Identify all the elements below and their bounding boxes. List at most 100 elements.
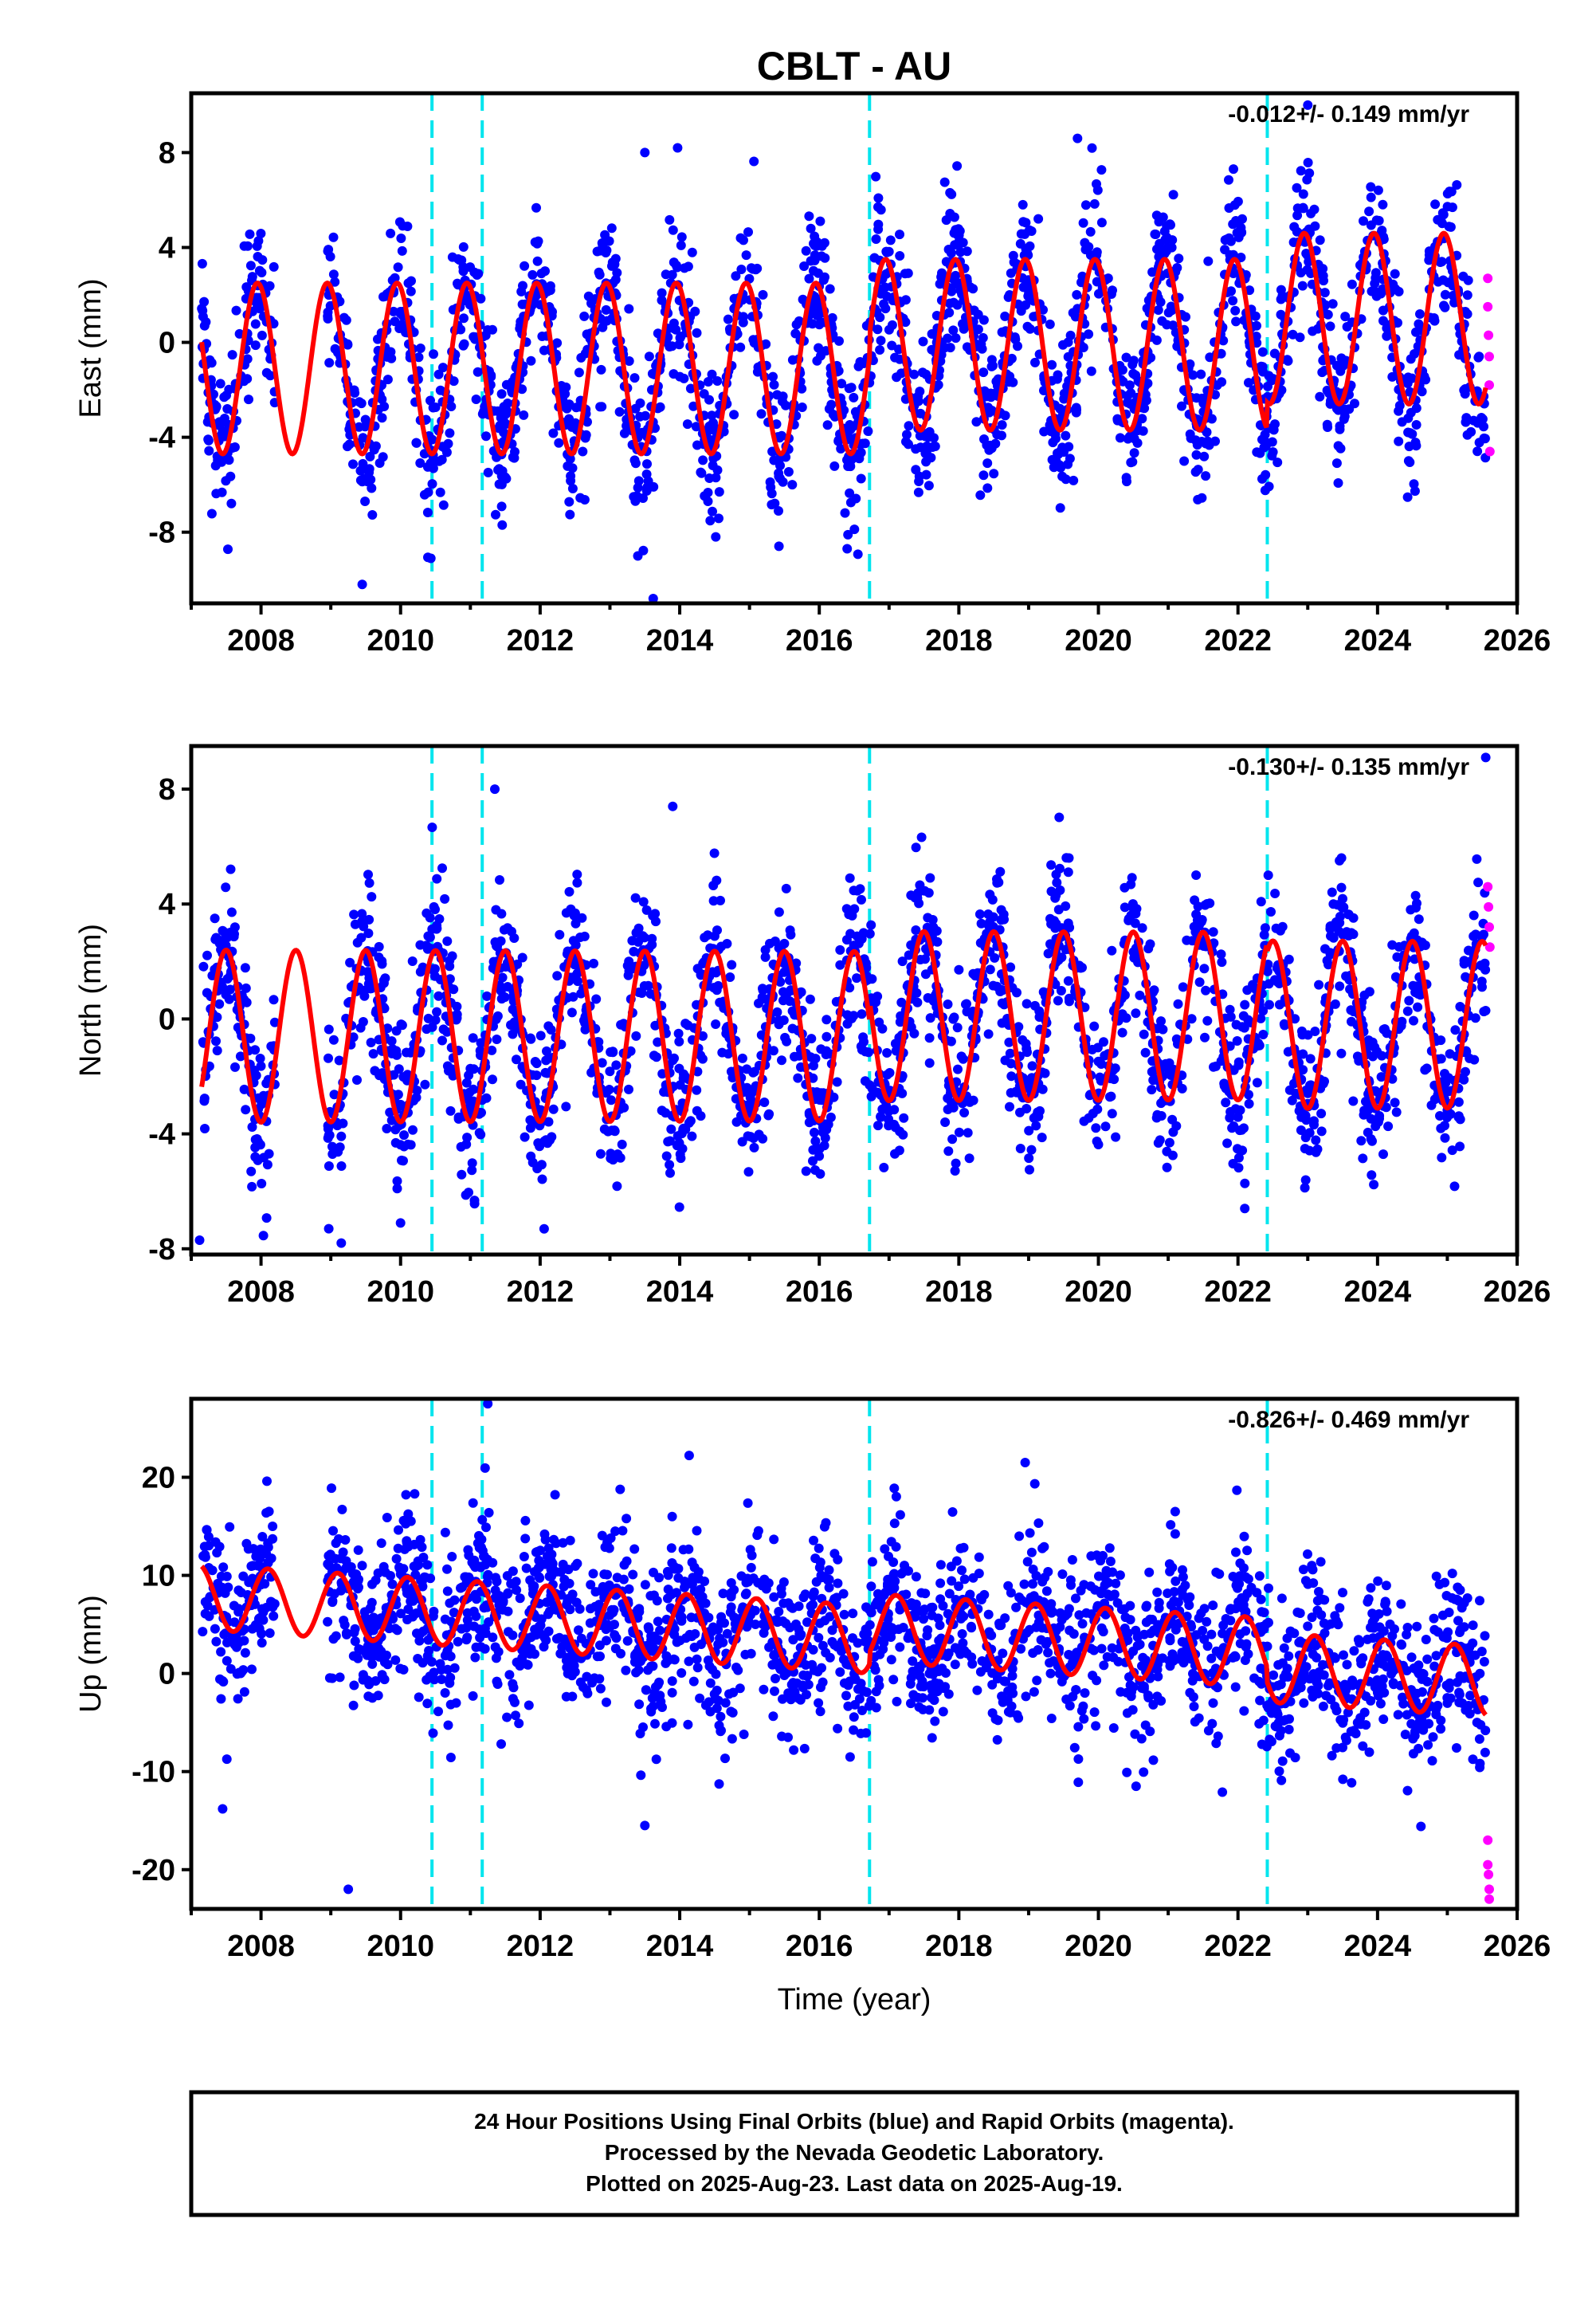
- data-point: [1139, 1767, 1149, 1777]
- data-point: [459, 313, 469, 324]
- data-point: [380, 973, 390, 984]
- data-point: [328, 232, 339, 242]
- data-point: [491, 509, 500, 520]
- data-point: [1410, 486, 1420, 497]
- data-point: [845, 488, 855, 498]
- data-point: [1328, 933, 1339, 943]
- data-point: [546, 1025, 556, 1035]
- data-point: [1200, 900, 1210, 910]
- data-point: [1233, 232, 1244, 242]
- data-point: [1382, 331, 1392, 341]
- data-point: [1242, 985, 1253, 995]
- data-point: [1402, 492, 1413, 502]
- data-point: [692, 1085, 702, 1095]
- data-point: [425, 395, 435, 406]
- data-point: [469, 1064, 479, 1074]
- data-point: [943, 999, 953, 1009]
- data-point: [240, 963, 250, 973]
- data-point: [1259, 929, 1269, 940]
- data-point: [490, 784, 500, 795]
- data-point: [1410, 438, 1421, 448]
- data-point: [199, 296, 210, 307]
- data-point: [612, 268, 622, 278]
- data-point: [743, 1167, 754, 1177]
- data-point: [845, 461, 856, 472]
- data-point: [629, 373, 640, 383]
- data-point: [379, 402, 390, 411]
- data-point: [1193, 465, 1203, 475]
- data-point: [202, 988, 212, 998]
- data-point: [612, 1181, 622, 1192]
- data-point: [1047, 454, 1057, 465]
- data-point: [1107, 1643, 1117, 1653]
- data-point: [1445, 1049, 1455, 1059]
- data-point: [1153, 1138, 1163, 1148]
- data-point: [471, 395, 481, 404]
- data-point: [497, 520, 508, 530]
- data-point: [1199, 1604, 1210, 1614]
- data-point: [912, 997, 923, 1007]
- data-point: [1022, 321, 1033, 332]
- data-point: [565, 509, 575, 520]
- data-point: [945, 187, 955, 198]
- data-point: [552, 971, 563, 981]
- data-point: [687, 247, 697, 257]
- data-point: [703, 497, 713, 506]
- data-point: [454, 255, 465, 265]
- data-point: [1221, 1098, 1231, 1108]
- data-point: [857, 1009, 867, 1019]
- data-point: [537, 332, 547, 341]
- data-point: [895, 1642, 905, 1652]
- data-point: [716, 895, 725, 905]
- data-point: [539, 345, 549, 355]
- data-point: [777, 1055, 786, 1066]
- data-point: [820, 272, 829, 282]
- data-point: [1383, 1121, 1394, 1132]
- data-point: [367, 510, 378, 520]
- data-point: [1078, 343, 1088, 352]
- data-point: [1047, 359, 1057, 370]
- data-point: [1421, 1063, 1432, 1074]
- data-point: [264, 1149, 274, 1159]
- data-point: [391, 1553, 402, 1564]
- data-point: [253, 236, 264, 246]
- data-point: [527, 269, 538, 280]
- data-point: [324, 1053, 333, 1063]
- data-point: [1378, 1024, 1389, 1035]
- data-point: [246, 1166, 257, 1176]
- data-point: [423, 931, 433, 941]
- data-point: [432, 1007, 442, 1017]
- data-point: [1453, 1097, 1464, 1107]
- data-point: [614, 406, 625, 417]
- data-point: [242, 354, 253, 364]
- data-point: [865, 1620, 875, 1630]
- data-point: [1147, 267, 1158, 277]
- data-point: [1354, 1056, 1364, 1066]
- data-point: [644, 351, 654, 362]
- data-point: [1440, 1133, 1450, 1143]
- data-point: [1298, 1049, 1308, 1059]
- data-point: [482, 991, 492, 1001]
- data-point: [1450, 1025, 1461, 1035]
- data-point: [1394, 436, 1404, 446]
- data-point: [1071, 1685, 1081, 1695]
- data-point: [596, 364, 606, 375]
- data-point: [1266, 907, 1276, 917]
- data-point: [804, 273, 814, 284]
- data-point: [1472, 446, 1483, 457]
- data-point: [1051, 434, 1061, 444]
- data-point: [204, 446, 214, 456]
- data-point: [531, 1058, 542, 1069]
- data-point: [982, 458, 993, 469]
- data-point: [1298, 189, 1308, 199]
- data-point: [604, 236, 614, 246]
- data-point: [826, 399, 837, 410]
- data-point: [1132, 438, 1143, 448]
- rapid-point: [1484, 446, 1495, 457]
- data-point: [1106, 1091, 1116, 1102]
- data-point: [1277, 921, 1288, 932]
- data-point: [1124, 380, 1135, 391]
- data-point: [1243, 1015, 1253, 1025]
- data-point: [453, 1636, 463, 1647]
- data-point: [1163, 308, 1174, 318]
